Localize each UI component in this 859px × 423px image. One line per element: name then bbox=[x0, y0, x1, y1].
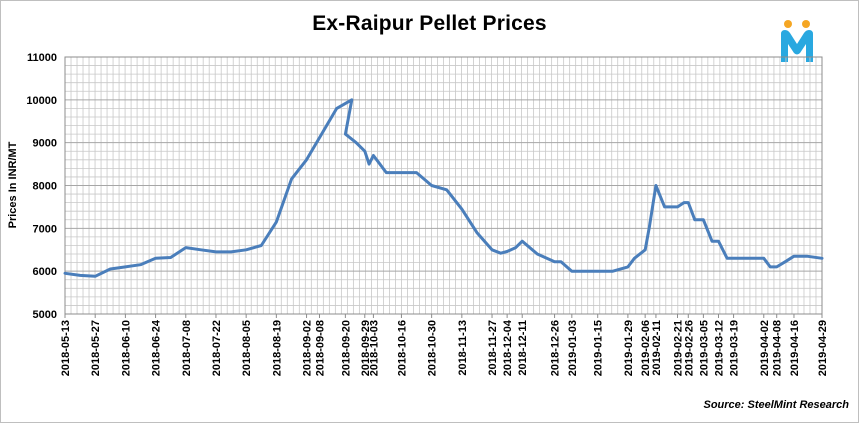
x-tick-label: 2018-12-26 bbox=[550, 320, 562, 376]
x-tick-label: 2018-09-20 bbox=[340, 320, 352, 376]
x-tick-label: 2018-10-30 bbox=[427, 320, 439, 376]
x-tick-label: 2018-08-05 bbox=[241, 320, 253, 376]
chart-grid bbox=[65, 57, 822, 314]
logo-dot-left-icon bbox=[784, 20, 792, 28]
x-tick-label: 2019-03-12 bbox=[713, 320, 725, 376]
x-tick-label: 2018-05-13 bbox=[60, 320, 72, 376]
x-tick-label: 2019-01-15 bbox=[593, 320, 605, 376]
x-tick-label: 2019-03-05 bbox=[698, 320, 710, 376]
y-tick-label: 10000 bbox=[26, 95, 57, 107]
logo-dot-right-icon bbox=[802, 20, 810, 28]
y-tick-label: 5000 bbox=[33, 309, 57, 321]
x-tick-label: 2018-06-10 bbox=[120, 320, 132, 376]
x-tick-label: 2018-10-16 bbox=[396, 320, 408, 376]
x-tick-label: 2018-11-13 bbox=[457, 320, 469, 376]
source-note: Source: SteelMint Research bbox=[703, 399, 850, 411]
x-tick-label: 2019-04-02 bbox=[759, 320, 771, 376]
steelmint-m-logo-icon bbox=[781, 20, 813, 62]
x-tick-label: 2019-02-26 bbox=[683, 320, 695, 376]
y-tick-label: 8000 bbox=[33, 181, 57, 193]
y-tick-label: 9000 bbox=[33, 138, 57, 150]
x-tick-label: 2018-12-11 bbox=[517, 320, 529, 376]
x-tick-label: 2019-03-19 bbox=[729, 320, 741, 376]
y-tick-label: 7000 bbox=[33, 223, 57, 235]
x-tick-label: 2019-04-29 bbox=[817, 320, 829, 376]
y-tick-label: 6000 bbox=[33, 266, 57, 278]
series-line bbox=[63, 98, 824, 278]
x-tick-label: 2019-02-06 bbox=[640, 320, 652, 376]
x-tick-label: 2018-12-04 bbox=[502, 319, 514, 376]
logo-letter-m-icon bbox=[781, 30, 813, 62]
x-tick-label: 2018-11-27 bbox=[487, 320, 499, 376]
x-tick-label: 2018-07-22 bbox=[211, 320, 223, 376]
x-tick-label: 2019-04-16 bbox=[789, 320, 801, 376]
y-axis-label: Prices In INR/MT bbox=[7, 141, 19, 228]
chart-axes bbox=[64, 56, 823, 315]
x-tick-label: 2019-01-29 bbox=[623, 320, 635, 376]
x-tick-label: 2018-05-27 bbox=[90, 320, 102, 376]
chart-series bbox=[63, 98, 824, 278]
chart-title: Ex-Raipur Pellet Prices bbox=[312, 12, 547, 35]
x-tick-label: 2018-08-19 bbox=[271, 320, 283, 376]
x-tick-label: 2018-09-02 bbox=[302, 320, 314, 376]
x-tick-label: 2018-10-03 bbox=[368, 320, 380, 376]
x-tick-label: 2019-02-11 bbox=[651, 320, 663, 376]
x-tick-label: 2018-07-08 bbox=[181, 320, 193, 376]
y-tick-label: 11000 bbox=[27, 52, 57, 64]
x-tick-label: 2018-09-29 bbox=[360, 320, 372, 376]
x-tick-label: 2018-06-24 bbox=[151, 319, 163, 376]
x-tick-label: 2019-01-03 bbox=[567, 320, 579, 376]
x-axis-ticks: 2018-05-13 2018-05-27 2018-06-10 2018-06-24… bbox=[60, 314, 829, 376]
y-axis-ticks: 5000 6000 7000 8000 9000 10000 11000 bbox=[26, 52, 57, 321]
x-tick-label: 2019-02-21 bbox=[673, 320, 685, 376]
x-tick-label: 2018-09-08 bbox=[314, 320, 326, 376]
x-tick-label: 2019-04-08 bbox=[772, 320, 784, 376]
plot-area-border bbox=[64, 56, 823, 315]
